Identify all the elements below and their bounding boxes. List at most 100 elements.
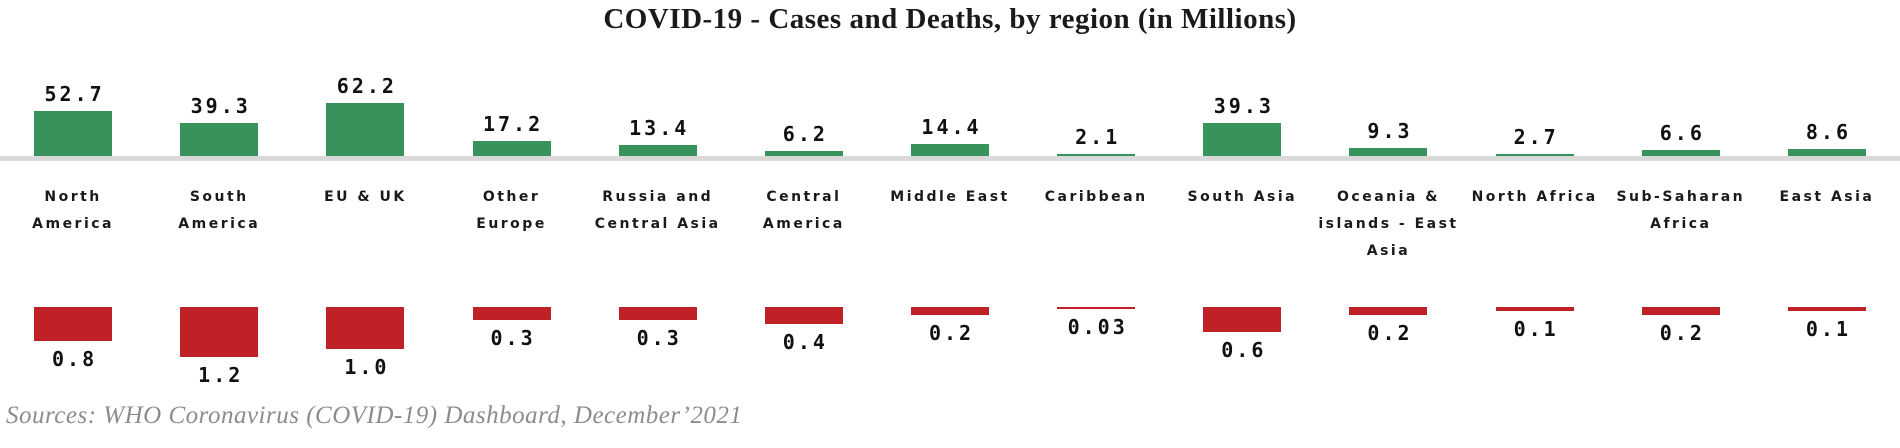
- region-label: North Africa: [1471, 189, 1598, 205]
- label-area: Sub-Saharan Africa: [1596, 184, 1766, 238]
- label-area: North Africa: [1450, 184, 1620, 211]
- cases-area: 2.7: [1462, 40, 1608, 156]
- cases-area: 6.2: [731, 40, 877, 156]
- cases-area: 39.3: [1169, 40, 1315, 156]
- cases-bar: [180, 122, 259, 156]
- deaths-value: 0.1: [1805, 317, 1852, 342]
- region-label: Other Europe: [476, 189, 547, 232]
- cases-bar: [1057, 154, 1136, 156]
- cases-area: 14.4: [877, 40, 1023, 156]
- region-label: Caribbean: [1044, 189, 1148, 205]
- cases-bar: [1495, 153, 1574, 156]
- label-area: Middle East: [865, 184, 1035, 211]
- cases-bar: [472, 141, 551, 156]
- deaths-bar: [1349, 307, 1428, 316]
- cases-bar: [1641, 150, 1720, 156]
- deaths-value: 1.0: [344, 355, 390, 379]
- cases-bar: [1203, 122, 1282, 156]
- deaths-bar: [472, 307, 551, 320]
- deaths-bar: [1203, 307, 1282, 333]
- cases-value: 6.2: [782, 121, 828, 146]
- region-column: 39.3 South Asia 0.6: [1169, 0, 1315, 448]
- deaths-bar: [764, 307, 843, 324]
- chart-title: COVID-19 - Cases and Deaths, by region (…: [603, 3, 1297, 35]
- deaths-area: 0.2: [1608, 307, 1754, 345]
- deaths-value: 0.4: [782, 329, 828, 354]
- deaths-area: 0.3: [438, 307, 584, 350]
- region-label: Central America: [762, 189, 845, 232]
- deaths-value: 0.03: [1067, 315, 1128, 339]
- cases-area: 52.7: [0, 40, 146, 156]
- deaths-bar: [1641, 307, 1720, 316]
- deaths-value: 0.2: [928, 321, 975, 346]
- deaths-value: 1.2: [198, 363, 244, 388]
- region-label: Russia and Central Asia: [594, 189, 721, 232]
- deaths-bar: [618, 307, 697, 320]
- deaths-value: 0.6: [1221, 338, 1267, 363]
- cases-value: 39.3: [190, 93, 251, 118]
- region-column: 2.7 North Africa 0.1: [1462, 0, 1608, 448]
- label-area: EU & UK: [280, 184, 450, 211]
- source-note: Sources: WHO Coronavirus (COVID-19) Dash…: [6, 402, 743, 429]
- region-column: 6.2 Central America 0.4: [731, 0, 877, 448]
- label-area: Caribbean: [1011, 184, 1181, 211]
- cases-area: 2.1: [1023, 40, 1169, 156]
- deaths-bar: [326, 307, 405, 349]
- deaths-area: 0.6: [1169, 307, 1315, 362]
- region-column: 6.6 Sub-Saharan Africa 0.2: [1608, 0, 1754, 448]
- region-label: Oceania & islands - East Asia: [1318, 189, 1459, 259]
- cases-value: 13.4: [629, 115, 690, 140]
- cases-value: 62.2: [336, 74, 397, 99]
- deaths-area: 0.1: [1754, 307, 1900, 341]
- deaths-value: 0.2: [1659, 321, 1705, 346]
- region-column: 2.1 Caribbean 0.03: [1023, 0, 1169, 448]
- deaths-area: 0.3: [585, 307, 731, 350]
- cases-value: 6.6: [1659, 121, 1705, 146]
- deaths-area: 0.2: [1315, 307, 1461, 345]
- region-label: North America: [32, 189, 115, 232]
- region-column: 9.3 Oceania & islands - East Asia 0.2: [1315, 0, 1461, 448]
- region-label: East Asia: [1779, 189, 1875, 205]
- deaths-bar: [180, 307, 259, 358]
- cases-value: 17.2: [482, 112, 544, 137]
- region-label: South Asia: [1187, 189, 1298, 205]
- region-label: EU & UK: [324, 189, 407, 205]
- cases-value: 14.4: [921, 114, 982, 139]
- region-label: Middle East: [890, 189, 1010, 205]
- deaths-bar: [34, 307, 113, 341]
- region-label: South America: [178, 189, 261, 232]
- deaths-value: 0.3: [636, 325, 682, 350]
- deaths-area: 0.2: [877, 307, 1023, 345]
- deaths-area: 1.2: [146, 307, 292, 387]
- deaths-bar: [1057, 307, 1136, 309]
- cases-area: 13.4: [585, 40, 731, 156]
- cases-bar: [34, 111, 113, 156]
- region-column: 17.2 Other Europe 0.3: [438, 0, 584, 448]
- region-label: Sub-Saharan Africa: [1616, 189, 1746, 232]
- label-area: North America: [0, 184, 158, 238]
- region-column: 52.7 North America 0.8: [0, 0, 146, 448]
- deaths-value: 0.2: [1367, 321, 1413, 346]
- cases-bar: [326, 103, 405, 156]
- cases-area: 8.6: [1754, 40, 1900, 156]
- cases-bar: [764, 150, 843, 156]
- label-area: Central America: [719, 184, 889, 238]
- cases-bar: [911, 143, 990, 156]
- deaths-value: 0.8: [52, 346, 98, 371]
- axis-baseline: [0, 156, 1900, 161]
- cases-value: 9.3: [1367, 119, 1413, 144]
- region-column: 8.6 East Asia 0.1: [1754, 0, 1900, 448]
- region-column: 62.2 EU & UK 1.0: [292, 0, 438, 448]
- region-column: 39.3 South America 1.2: [146, 0, 292, 448]
- label-area: South Asia: [1157, 184, 1327, 211]
- cases-bar: [1787, 148, 1866, 156]
- deaths-value: 0.1: [1513, 317, 1559, 342]
- label-area: East Asia: [1742, 184, 1900, 211]
- cases-area: 39.3: [146, 40, 292, 156]
- deaths-bar: [911, 307, 990, 316]
- cases-value: 2.7: [1513, 124, 1559, 149]
- region-column: 14.4 Middle East 0.2: [877, 0, 1023, 448]
- cases-bar: [618, 144, 697, 156]
